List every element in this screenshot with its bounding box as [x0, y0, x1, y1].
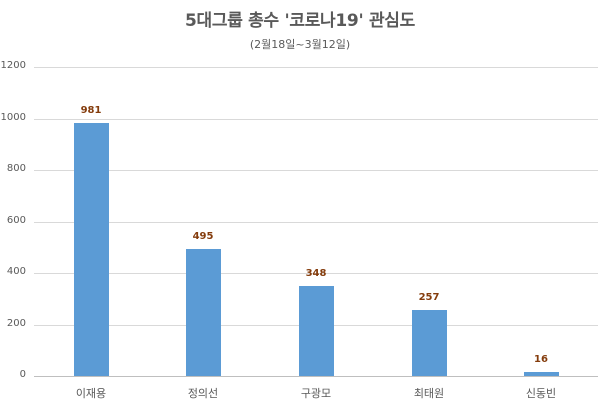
data-label: 495	[192, 230, 214, 242]
x-category-label: 최태원	[413, 387, 445, 400]
data-label: 16	[534, 353, 548, 365]
gridline	[34, 222, 598, 223]
y-tick-label: 800	[6, 163, 26, 174]
chart-subtitle: (2월18일~3월12일)	[249, 38, 351, 51]
gridline	[34, 67, 598, 68]
x-category-label: 신동빈	[525, 387, 557, 400]
y-tick-label: 1000	[0, 112, 26, 123]
y-tick-label: 600	[6, 215, 26, 226]
x-axis-line	[34, 376, 598, 377]
gridline	[34, 119, 598, 120]
data-label: 257	[418, 291, 440, 303]
bar	[73, 123, 109, 376]
data-label: 348	[305, 268, 327, 280]
y-tick-label: 200	[6, 318, 26, 329]
chart-title: 5대그룹 총수 '코로나19' 관심도	[185, 11, 415, 31]
gridline	[34, 273, 598, 274]
bar	[298, 286, 334, 376]
x-category-label: 정의선	[187, 387, 219, 400]
y-tick-label: 1200	[0, 60, 26, 71]
bar	[523, 371, 559, 376]
data-label: 981	[80, 105, 102, 117]
y-tick-label: 400	[6, 266, 26, 277]
gridline	[34, 170, 598, 171]
x-category-label: 이재용	[75, 387, 107, 400]
bar	[185, 248, 221, 376]
y-tick-label: 0	[19, 369, 26, 380]
x-category-label: 구광모	[300, 387, 332, 400]
bar	[411, 309, 447, 376]
